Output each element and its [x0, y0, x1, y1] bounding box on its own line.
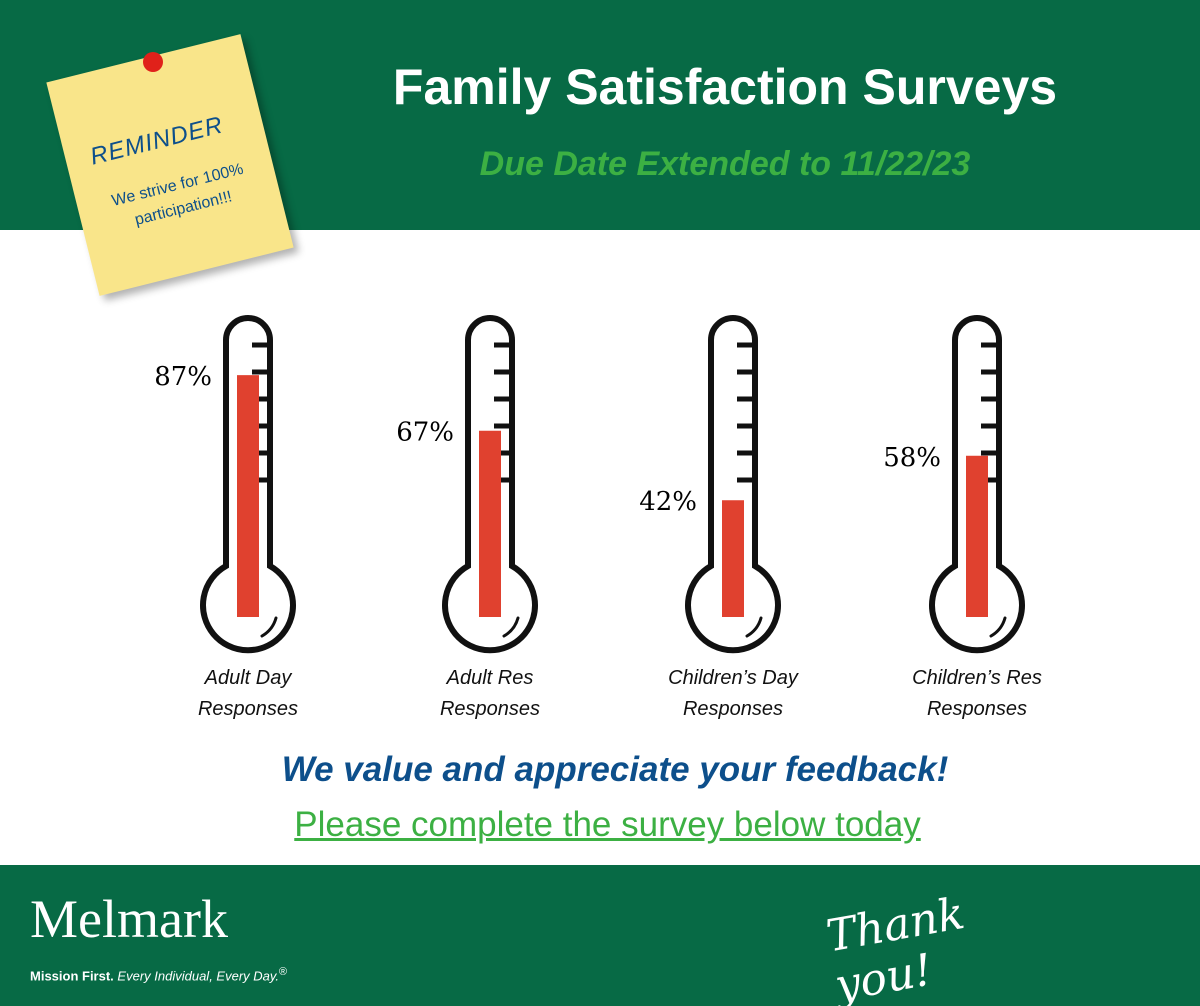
tagline: Mission First. Every Individual, Every D…: [30, 966, 287, 983]
category-label: Adult Day Responses: [197, 667, 299, 720]
bar: [479, 430, 501, 617]
push-pin: [143, 52, 163, 72]
bar: [722, 500, 744, 617]
tagline-bold: Mission First.: [30, 968, 114, 984]
registered-mark: ®: [279, 966, 288, 978]
value-label: 58%: [883, 443, 941, 473]
title: Family Satisfaction Surveys: [392, 59, 1058, 115]
bulb-highlight: [745, 616, 763, 638]
brand: Melmark: [30, 889, 228, 949]
category-label: Children’s Res Responses: [912, 667, 1042, 720]
survey-link[interactable]: Please complete the survey below today: [294, 805, 921, 844]
category-label: Adult Res Responses: [439, 667, 541, 720]
category-label: Children’s Day Responses: [668, 667, 798, 720]
value-label: 87%: [154, 362, 212, 392]
thermometer-outline: [685, 315, 781, 654]
tagline-text: Every Individual, Every Day.: [117, 968, 280, 984]
bar: [966, 455, 988, 617]
bulb-highlight: [260, 616, 278, 638]
bulb-highlight: [502, 616, 520, 638]
footer-band: [0, 865, 1200, 1006]
bar: [237, 375, 259, 617]
value-label: 67%: [396, 418, 454, 448]
bulb-highlight: [989, 616, 1007, 638]
message: We value and appreciate your feedback!: [281, 750, 949, 789]
subtitle: Due Date Extended to 11/22/23: [479, 145, 971, 183]
value-label: 42%: [639, 487, 697, 517]
